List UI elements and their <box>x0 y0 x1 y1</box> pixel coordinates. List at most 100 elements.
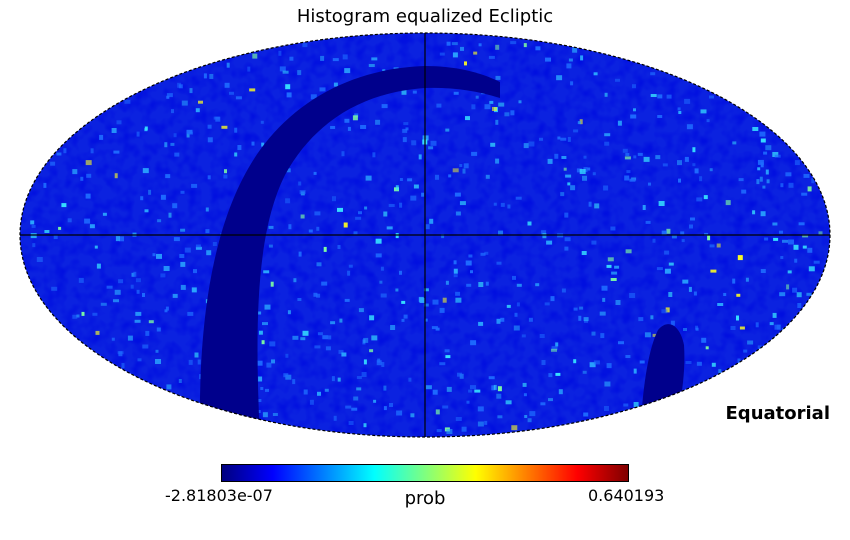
map-pixel <box>633 402 639 407</box>
map-pixel <box>573 359 577 364</box>
map-pixel <box>388 204 395 207</box>
map-pixel <box>765 169 769 175</box>
map-pixel <box>558 389 563 395</box>
map-pixel <box>610 226 616 231</box>
map-pixel <box>96 263 101 269</box>
map-pixel <box>401 89 407 95</box>
map-pixel <box>413 184 419 189</box>
colorbar-max-label: 0.640193 <box>588 486 665 505</box>
map-pixel <box>168 212 172 218</box>
map-pixel <box>496 318 501 324</box>
map-pixel <box>127 335 133 341</box>
map-pixel <box>504 112 510 117</box>
map-pixel <box>561 288 566 293</box>
map-pixel <box>453 260 457 265</box>
map-pixel <box>541 230 547 236</box>
map-pixel <box>490 142 496 147</box>
map-pixel <box>683 328 687 331</box>
map-pixel <box>303 389 308 395</box>
map-pixel <box>119 236 124 242</box>
map-pixel <box>629 293 636 298</box>
map-pixel <box>373 399 377 403</box>
map-pixel <box>579 169 586 174</box>
map-pixel <box>144 209 149 213</box>
map-pixel <box>757 159 764 165</box>
map-pixel <box>473 51 478 55</box>
map-pixel <box>666 228 671 234</box>
map-pixel <box>258 330 263 335</box>
map-pixel <box>111 128 117 133</box>
map-pixel <box>801 192 808 196</box>
map-pixel <box>606 363 612 369</box>
map-pixel <box>588 201 592 207</box>
map-pixel <box>165 174 171 179</box>
map-pixel <box>292 379 296 385</box>
map-pixel <box>395 185 399 191</box>
map-pixel <box>564 212 569 218</box>
map-pixel <box>431 326 438 330</box>
map-pixel <box>226 62 230 68</box>
map-pixel <box>806 292 812 296</box>
map-pixel <box>258 376 263 382</box>
map-pixel <box>570 185 576 191</box>
map-pixel <box>811 178 815 184</box>
map-pixel <box>205 207 209 212</box>
map-pixel <box>542 233 547 239</box>
map-pixel <box>180 261 186 267</box>
map-pixel <box>363 423 367 428</box>
map-pixel <box>567 136 571 142</box>
map-pixel <box>191 183 198 188</box>
map-pixel <box>156 253 162 259</box>
map-pixel <box>402 137 407 143</box>
map-pixel <box>782 239 788 243</box>
map-pixel <box>221 125 228 129</box>
map-pixel <box>348 421 354 425</box>
map-pixel <box>661 230 667 236</box>
map-pixel <box>193 269 197 274</box>
map-pixel <box>352 115 358 121</box>
map-pixel <box>677 107 681 111</box>
map-pixel <box>692 147 696 153</box>
map-pixel <box>498 230 503 236</box>
map-pixel <box>700 109 707 114</box>
map-pixel <box>583 317 589 322</box>
map-pixel <box>779 292 786 297</box>
map-pixel <box>484 251 489 255</box>
map-pixel <box>36 257 43 262</box>
map-pixel <box>478 282 484 287</box>
map-pixel <box>797 303 802 308</box>
map-pixel <box>223 174 228 179</box>
map-pixel <box>99 134 104 140</box>
map-pixel <box>807 186 812 192</box>
map-pixel <box>408 377 412 382</box>
map-pixel <box>383 406 387 411</box>
map-pixel <box>579 119 583 125</box>
map-pixel <box>780 256 784 259</box>
map-pixel <box>297 298 302 301</box>
map-pixel <box>592 172 596 176</box>
map-pixel <box>173 133 177 138</box>
map-pixel <box>774 324 781 330</box>
map-pixel <box>454 192 461 197</box>
map-pixel <box>89 224 95 229</box>
map-pixel <box>317 391 321 396</box>
map-pixel <box>171 109 174 114</box>
map-pixel <box>497 386 502 392</box>
map-pixel <box>292 335 299 340</box>
map-pixel <box>639 360 645 364</box>
map-pixel <box>617 120 622 126</box>
map-pixel <box>455 211 461 216</box>
map-pixel <box>701 337 707 343</box>
map-pixel <box>565 174 572 178</box>
map-pixel <box>688 286 692 292</box>
map-pixel <box>470 340 477 346</box>
map-pixel <box>622 148 628 153</box>
map-pixel <box>114 289 121 295</box>
map-pixel <box>156 327 161 332</box>
map-pixel <box>512 275 516 280</box>
map-pixel <box>316 262 322 267</box>
map-pixel <box>95 330 100 335</box>
map-pixel <box>195 246 202 250</box>
map-pixel <box>792 287 798 293</box>
map-pixel <box>624 175 630 181</box>
